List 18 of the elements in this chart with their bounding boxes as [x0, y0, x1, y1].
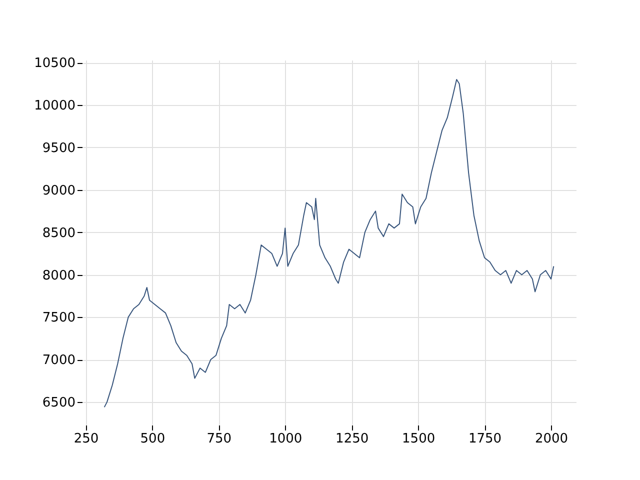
y-tick-label: 6500 [42, 396, 76, 411]
x-tick-label: 750 [206, 432, 232, 446]
y-tick-label: 7500 [42, 310, 76, 326]
y-tick-label: 8000 [42, 268, 76, 284]
x-tick-label: 500 [140, 432, 166, 446]
y-tick-label: 9000 [42, 183, 76, 198]
y-tick-label: 10000 [34, 98, 76, 114]
x-tick-label: 2000 [534, 432, 568, 446]
x-tick-label: 1500 [402, 432, 436, 446]
y-tick-label: 9500 [42, 140, 76, 156]
y-tick-label: 7000 [42, 353, 76, 368]
x-tick-label: 250 [74, 432, 99, 446]
line-series [104, 79, 554, 408]
x-tick-label: 1250 [336, 432, 369, 446]
y-tick-label: 10500 [34, 56, 76, 72]
y-tick-label: 8500 [42, 226, 76, 241]
x-tick-label: 1000 [269, 432, 302, 446]
x-tick-label: 1750 [468, 432, 502, 446]
